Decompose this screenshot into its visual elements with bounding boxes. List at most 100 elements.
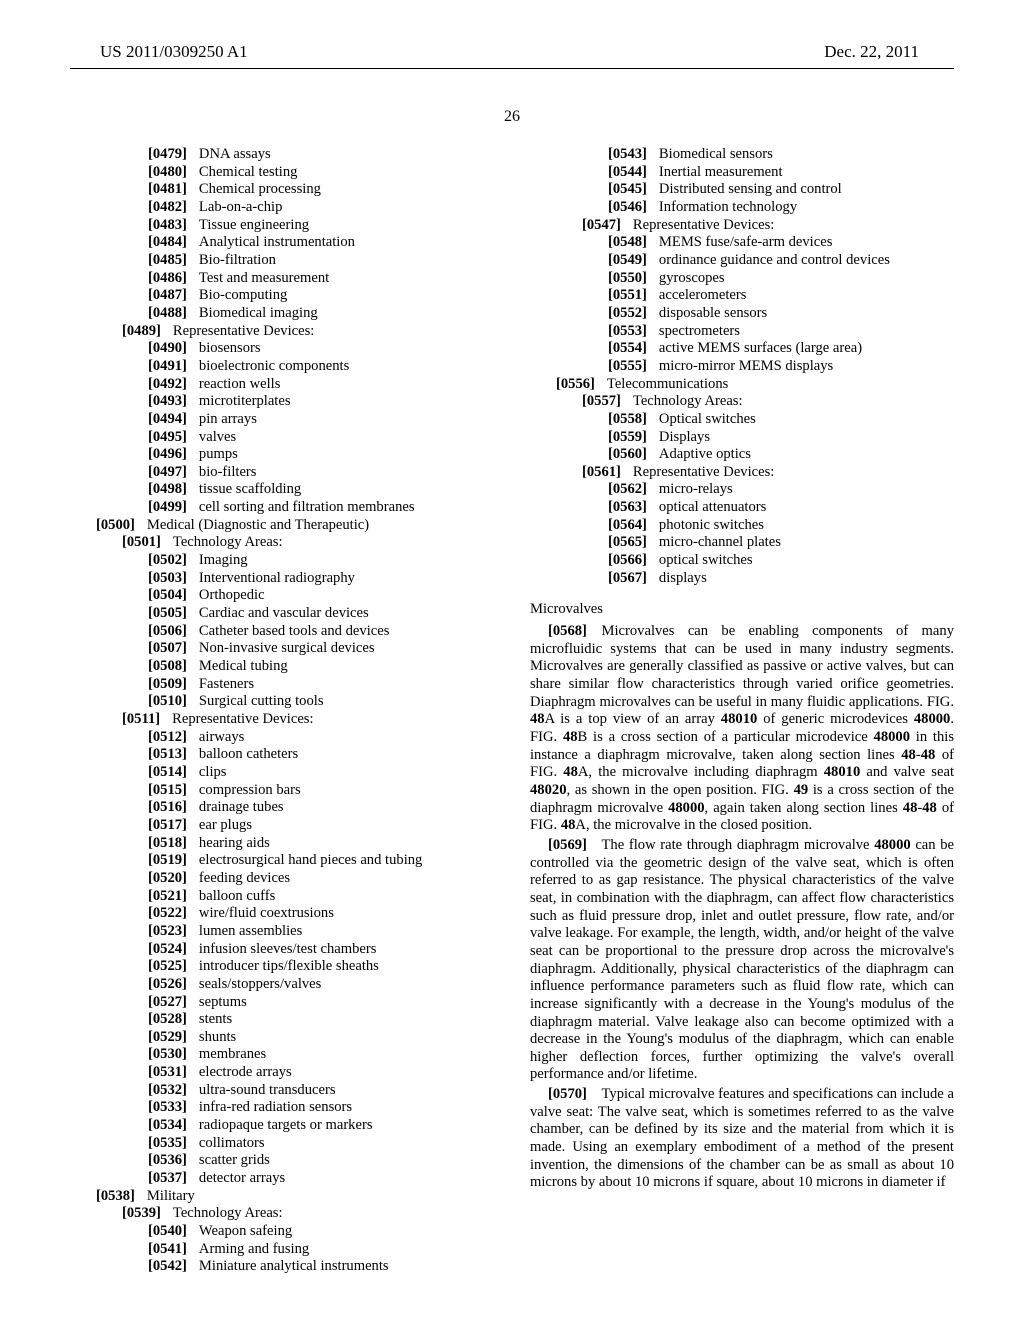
paragraph-number: [0562] (608, 481, 647, 499)
list-item: [0488]Biomedical imaging (148, 305, 494, 323)
list-item-text: Weapon safeing (199, 1223, 494, 1241)
list-item: [0493] microtiterplates (148, 393, 494, 411)
list-item: [0483]Tissue engineering (148, 217, 494, 235)
list-item-text: tissue scaffolding (199, 481, 494, 499)
list-item: [0519]electrosurgical hand pieces and tu… (148, 852, 494, 870)
list-item-text: detector arrays (199, 1170, 494, 1188)
paragraph-number: [0534] (148, 1117, 187, 1135)
publication-date: Dec. 22, 2011 (824, 42, 919, 62)
list-item-text: Fasteners (199, 676, 494, 694)
list-item-text: Lab-on-a-chip (199, 199, 494, 217)
list-item-text: Chemical testing (199, 164, 494, 182)
list-item: [0533]infra-red radiation sensors (148, 1099, 494, 1117)
list-item-text: ordinance guidance and control devices (659, 252, 954, 270)
list-item-text: seals/stoppers/valves (199, 976, 494, 994)
list-item-text: introducer tips/flexible sheaths (199, 958, 494, 976)
paragraph-number: [0499] (148, 499, 187, 517)
paragraph-number: [0489] (122, 323, 161, 341)
list-item-text: Analytical instrumentation (199, 234, 494, 252)
list-item: [0561]Representative Devices: (582, 464, 954, 482)
list-item-text: optical switches (659, 552, 954, 570)
list-item-text: disposable sensors (659, 305, 954, 323)
list-item: [0481] Chemical processing (148, 181, 494, 199)
list-item: [0556]Telecommunications (556, 376, 954, 394)
list-item: [0564]photonic switches (608, 517, 954, 535)
list-item-text: bio-filters (199, 464, 494, 482)
paragraph-number: [0512] (148, 729, 187, 747)
list-item-text: Chemical processing (199, 181, 494, 199)
paragraph-number: [0552] (608, 305, 647, 323)
paragraph-number: [0541] (148, 1241, 187, 1259)
list-item-text: infusion sleeves/test chambers (199, 941, 494, 959)
paragraph-number: [0494] (148, 411, 187, 429)
list-item: [0566]optical switches (608, 552, 954, 570)
paragraph-number: [0493] (148, 393, 187, 411)
paragraph-number: [0508] (148, 658, 187, 676)
list-item: [0537]detector arrays (148, 1170, 494, 1188)
paragraph-number: [0519] (148, 852, 187, 870)
list-item: [0539]Technology Areas: (122, 1205, 494, 1223)
paragraph-number: [0538] (96, 1188, 135, 1206)
list-item-text: Test and measurement (199, 270, 494, 288)
list-item-text: Imaging (199, 552, 494, 570)
list-item: [0518]hearing aids (148, 835, 494, 853)
list-item-text: Technology Areas: (173, 534, 494, 552)
list-item-text: DNA assays (199, 146, 494, 164)
list-item-text: collimators (199, 1135, 494, 1153)
list-item-text: stents (199, 1011, 494, 1029)
list-item-text: cell sorting and filtration membranes (199, 499, 494, 517)
list-item-text: clips (199, 764, 494, 782)
list-item-text: Catheter based tools and devices (199, 623, 494, 641)
page: US 2011/0309250 A1 Dec. 22, 2011 26 [047… (0, 0, 1024, 1320)
paragraph-number: [0515] (148, 782, 187, 800)
list-item-text: displays (659, 570, 954, 588)
list-item: [0489]Representative Devices: (122, 323, 494, 341)
list-item: [0513]balloon catheters (148, 746, 494, 764)
paragraph-number: [0531] (148, 1064, 187, 1082)
paragraph-number: [0481] (148, 181, 187, 199)
paragraph-number: [0551] (608, 287, 647, 305)
list-item: [0546]Information technology (608, 199, 954, 217)
list-item: [0544]Inertial measurement (608, 164, 954, 182)
paragraph-number: [0522] (148, 905, 187, 923)
page-number: 26 (70, 108, 954, 126)
list-item: [0551]accelerometers (608, 287, 954, 305)
paragraph-number: [0495] (148, 429, 187, 447)
list-item: [0498]tissue scaffolding (148, 481, 494, 499)
paragraph-number: [0558] (608, 411, 647, 429)
list-item: [0536]scatter grids (148, 1152, 494, 1170)
paragraph-number: [0525] (148, 958, 187, 976)
list-item-text: Optical switches (659, 411, 954, 429)
body-paragraph: [0569] The flow rate through diaphragm m… (530, 837, 954, 1084)
list-item: [0553]spectrometers (608, 323, 954, 341)
paragraphs-block: [0568] Microvalves can be enabling compo… (530, 623, 954, 1192)
list-item-text: active MEMS surfaces (large area) (659, 340, 954, 358)
list-item: [0479]DNA assays (148, 146, 494, 164)
paragraph-number: [0545] (608, 181, 647, 199)
list-item: [0543]Biomedical sensors (608, 146, 954, 164)
list-item-text: microtiterplates (199, 393, 494, 411)
list-item-text: Representative Devices: (633, 464, 954, 482)
list-item: [0529]shunts (148, 1029, 494, 1047)
list-item: [0496]pumps (148, 446, 494, 464)
list-item-text: Orthopedic (199, 587, 494, 605)
list-item: [0567]displays (608, 570, 954, 588)
paragraph-number: [0543] (608, 146, 647, 164)
paragraph-number: [0560] (608, 446, 647, 464)
list-item: [0548]MEMS fuse/safe-arm devices (608, 234, 954, 252)
paragraph-number: [0511] (122, 711, 160, 729)
paragraph-number: [0516] (148, 799, 187, 817)
list-item: [0523]lumen assemblies (148, 923, 494, 941)
paragraph-number: [0514] (148, 764, 187, 782)
paragraph-number: [0487] (148, 287, 187, 305)
paragraph-number: [0483] (148, 217, 187, 235)
list-item-text: membranes (199, 1046, 494, 1064)
list-item-text: Non-invasive surgical devices (199, 640, 494, 658)
paragraph-number: [0559] (608, 429, 647, 447)
list-item-text: bioelectronic components (199, 358, 494, 376)
list-item-text: drainage tubes (199, 799, 494, 817)
paragraph-number: [0491] (148, 358, 187, 376)
list-item: [0487]Bio-computing (148, 287, 494, 305)
list-item: [0506]Catheter based tools and devices (148, 623, 494, 641)
page-header: US 2011/0309250 A1 Dec. 22, 2011 (70, 42, 954, 104)
